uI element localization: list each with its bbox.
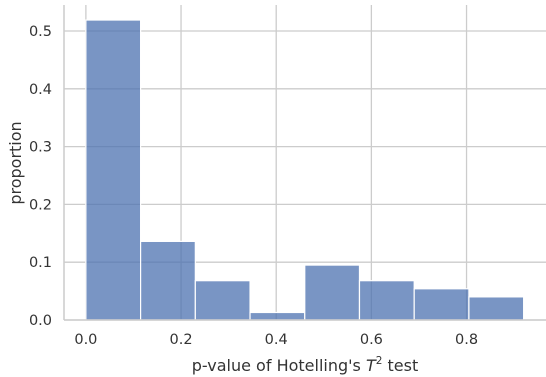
x-axis-title: p-value of Hotelling's T2 test xyxy=(192,355,418,375)
y-tick-label: 0.2 xyxy=(29,197,52,213)
y-tick-label: 0.5 xyxy=(29,24,52,40)
y-axis-title: proportion xyxy=(6,121,25,204)
histogram-bar xyxy=(249,311,306,321)
histogram-bar xyxy=(85,19,142,321)
histogram-bars xyxy=(85,19,525,321)
x-tick-label: 0.4 xyxy=(265,332,288,348)
x-tick-label: 0.6 xyxy=(360,332,383,348)
tick-labels: 0.0 0.2 0.4 0.6 0.8 0.0 0.1 0.2 0.3 0.4 0.5 xyxy=(29,24,478,348)
y-tick-label: 0.1 xyxy=(29,255,52,271)
x-axis-title-suffix: test xyxy=(382,356,418,375)
x-tick-label: 0.2 xyxy=(170,332,193,348)
histogram-bar xyxy=(194,280,251,321)
histogram-bar xyxy=(413,288,470,321)
x-tick-label: 0.0 xyxy=(74,332,97,348)
axes-frame xyxy=(63,5,546,321)
y-tick-label: 0.4 xyxy=(29,82,52,98)
histogram-bar xyxy=(304,264,361,321)
x-tick-label: 0.8 xyxy=(455,332,478,348)
histogram-bar xyxy=(358,280,415,321)
x-axis-title-prefix: p-value of Hotelling's xyxy=(192,356,366,375)
y-tick-label: 0.3 xyxy=(29,140,52,156)
x-axis-title-superscript: 2 xyxy=(376,355,383,367)
y-tick-label: 0.0 xyxy=(29,313,52,329)
histogram-bar xyxy=(468,296,525,321)
histogram-bar xyxy=(140,240,196,321)
x-axis-title-symbol: T xyxy=(366,356,377,375)
